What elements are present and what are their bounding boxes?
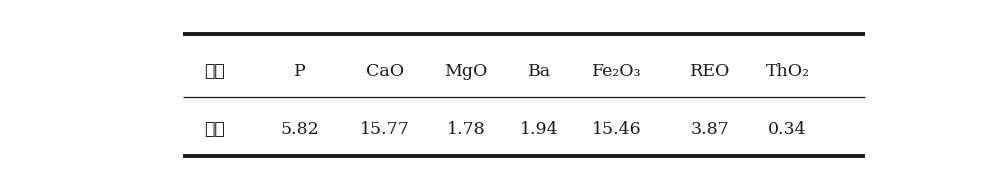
Text: 1.78: 1.78: [447, 121, 485, 138]
Text: REO: REO: [690, 63, 730, 80]
Text: 5.82: 5.82: [280, 121, 319, 138]
Text: 15.77: 15.77: [360, 121, 410, 138]
Text: P: P: [294, 63, 305, 80]
Text: 0.34: 0.34: [768, 121, 807, 138]
Text: Fe₂O₃: Fe₂O₃: [592, 63, 642, 80]
Text: CaO: CaO: [366, 63, 404, 80]
Text: Ba: Ba: [528, 63, 551, 80]
Text: ThO₂: ThO₂: [766, 63, 810, 80]
Text: 1.94: 1.94: [520, 121, 559, 138]
Text: 成分: 成分: [204, 63, 224, 80]
Text: 含量: 含量: [204, 121, 224, 138]
Text: 3.87: 3.87: [691, 121, 730, 138]
Text: 15.46: 15.46: [592, 121, 642, 138]
Text: MgO: MgO: [444, 63, 488, 80]
